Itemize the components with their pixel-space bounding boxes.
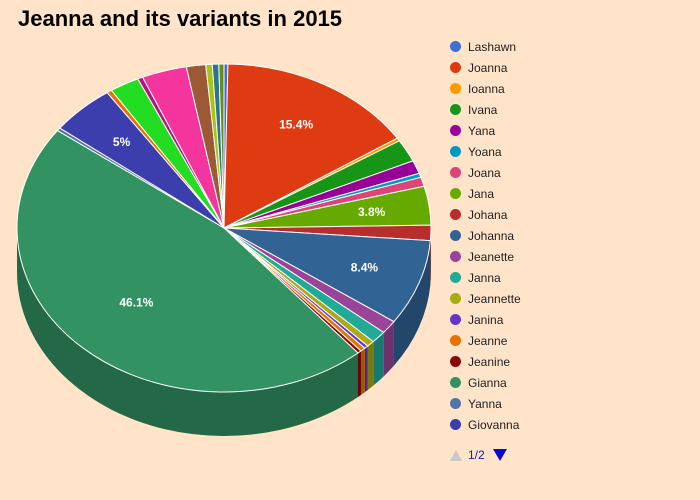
- legend-label: Lashawn: [468, 39, 517, 54]
- legend-label: Jeannette: [468, 291, 521, 306]
- pie-slice-side-16: [17, 228, 359, 436]
- pie-slice-label-18: 5%: [113, 135, 131, 149]
- legend-dot-icon: [450, 419, 461, 430]
- legend-dot-icon: [450, 251, 461, 262]
- legend-item-gianna[interactable]: Gianna: [450, 372, 690, 393]
- legend-label: Jeanette: [468, 249, 515, 264]
- legend-label: Yoana: [468, 144, 502, 159]
- pie-slice-side-13: [364, 346, 368, 393]
- pie-slice-side-14: [360, 348, 365, 395]
- legend-dot-icon: [450, 83, 461, 94]
- legend-item-jeannette[interactable]: Jeannette: [450, 288, 690, 309]
- legend-item-ivana[interactable]: Ivana: [450, 99, 690, 120]
- legend-label: Jeanine: [468, 354, 511, 369]
- legend-label: Johanna: [468, 228, 515, 243]
- legend-item-jeanine[interactable]: Jeanine: [450, 351, 690, 372]
- legend-item-lashawn[interactable]: Lashawn: [450, 36, 690, 57]
- legend-dot-icon: [450, 209, 461, 220]
- pie-slice-16[interactable]: [16, 129, 359, 393]
- legend-item-janina[interactable]: Janina: [450, 309, 690, 330]
- pie-slice-label-1: 15.4%: [279, 118, 313, 132]
- legend-dot-icon: [450, 272, 461, 283]
- legend-dot-icon: [450, 104, 461, 115]
- legend-label: Giovanna: [468, 417, 520, 432]
- legend-item-giovanna[interactable]: Giovanna: [450, 414, 690, 435]
- legend-label: Gianna: [468, 375, 507, 390]
- legend-label: Janna: [468, 270, 501, 285]
- legend-dot-icon: [450, 398, 461, 409]
- pie-slice-1[interactable]: [223, 63, 398, 229]
- legend-label: Yana: [468, 123, 496, 138]
- legend-label: Johana: [468, 207, 508, 222]
- legend-label: Jeanne: [468, 333, 508, 348]
- legend-dot-icon: [450, 293, 461, 304]
- legend-dot-icon: [450, 335, 461, 346]
- pie-slice-side-9: [393, 240, 431, 366]
- legend-dot-icon: [450, 356, 461, 367]
- legend-item-yoana[interactable]: Yoana: [450, 141, 690, 162]
- legend-item-yanna[interactable]: Yanna: [450, 393, 690, 414]
- legend-item-ioanna[interactable]: Ioanna: [450, 78, 690, 99]
- legend-item-jeanne[interactable]: Jeanne: [450, 330, 690, 351]
- pie-slice-side-10: [383, 321, 394, 377]
- legend-label: Joanna: [468, 60, 508, 75]
- legend: Lashawn Joanna Ioanna Ivana Yana Yoana Joana Ja…: [450, 36, 690, 435]
- pie-slice-label-9: 8.4%: [351, 261, 379, 275]
- legend-dot-icon: [450, 377, 461, 388]
- legend-dot-icon: [450, 167, 461, 178]
- legend-item-johana[interactable]: Johana: [450, 204, 690, 225]
- legend-label: Ivana: [468, 102, 498, 117]
- legend-label: Jana: [468, 186, 495, 201]
- legend-item-joana[interactable]: Joana: [450, 162, 690, 183]
- legend-dot-icon: [450, 125, 461, 136]
- legend-item-jeanette[interactable]: Jeanette: [450, 246, 690, 267]
- pager-next-icon[interactable]: [492, 449, 507, 461]
- pie-slice-26[interactable]: [218, 63, 225, 229]
- legend-item-janna[interactable]: Janna: [450, 267, 690, 288]
- pie-slice-side-15: [358, 350, 361, 398]
- pie-slice-side-12: [367, 341, 374, 391]
- legend-label: Ioanna: [468, 81, 505, 96]
- pie-slice-label-7: 3.8%: [358, 205, 386, 219]
- legend-dot-icon: [450, 41, 461, 52]
- legend-dot-icon: [450, 230, 461, 241]
- legend-pager: 1/2: [450, 448, 507, 462]
- legend-dot-icon: [450, 62, 461, 73]
- legend-dot-icon: [450, 314, 461, 325]
- legend-item-jana[interactable]: Jana: [450, 183, 690, 204]
- legend-label: Janina: [468, 312, 504, 327]
- pager-page-label: 1/2: [468, 448, 485, 462]
- legend-item-joanna[interactable]: Joanna: [450, 57, 690, 78]
- pie-slice-side-11: [373, 332, 384, 386]
- legend-label: Yanna: [468, 396, 502, 411]
- pager-prev-icon[interactable]: [450, 449, 462, 461]
- chart-title: Jeanna and its variants in 2015: [18, 6, 343, 31]
- pie-slice-label-16: 46.1%: [119, 295, 153, 309]
- legend-label: Joana: [468, 165, 501, 180]
- legend-dot-icon: [450, 146, 461, 157]
- legend-dot-icon: [450, 188, 461, 199]
- legend-item-yana[interactable]: Yana: [450, 120, 690, 141]
- pie-slice-9[interactable]: [223, 227, 431, 323]
- legend-item-johanna[interactable]: Johanna: [450, 225, 690, 246]
